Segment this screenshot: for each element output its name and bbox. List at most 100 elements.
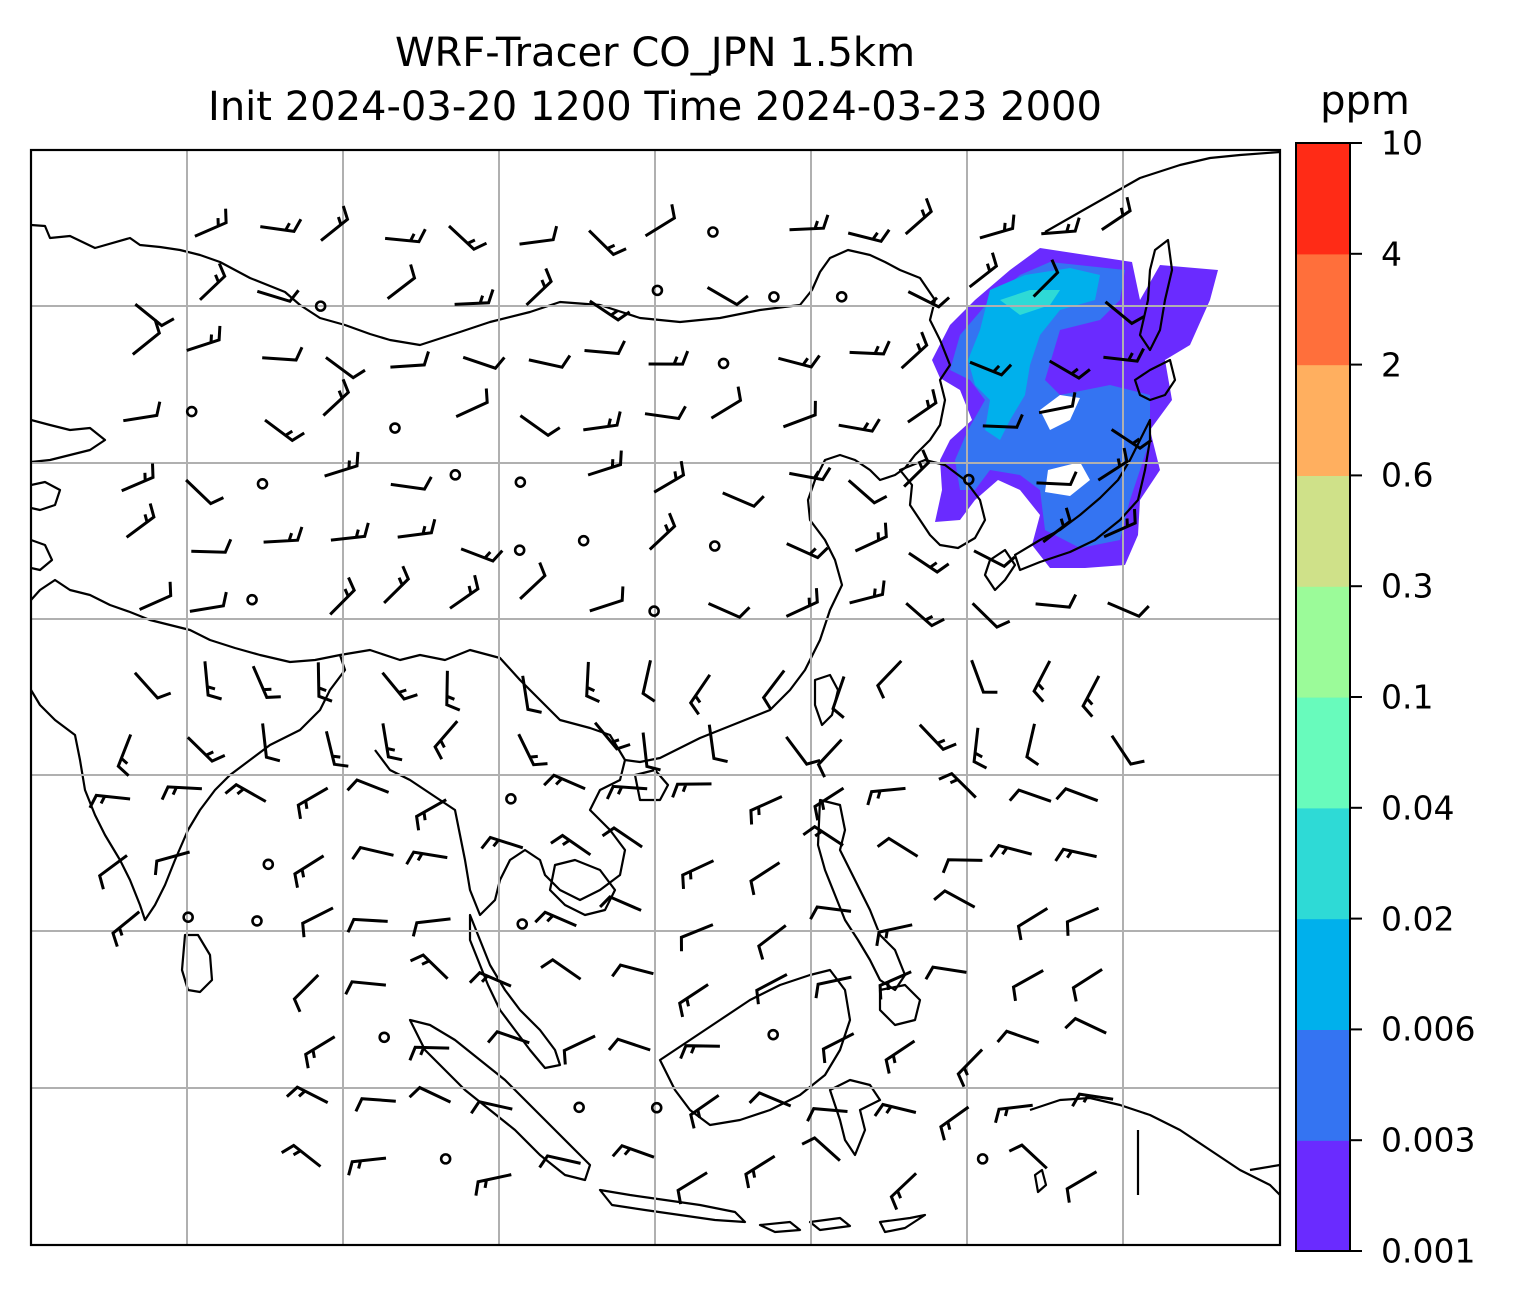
wind-barb bbox=[601, 826, 643, 849]
wind-barb bbox=[970, 659, 998, 694]
wind-barb bbox=[979, 214, 1016, 240]
wind-barb bbox=[1032, 259, 1060, 298]
wind-barb bbox=[519, 225, 559, 246]
wind-barb bbox=[748, 1091, 792, 1108]
wind-barb bbox=[1103, 508, 1137, 539]
wind-barb bbox=[707, 724, 728, 764]
calm-wind-marker bbox=[835, 290, 848, 303]
wind-barb bbox=[292, 973, 320, 1013]
calm-wind-marker bbox=[708, 540, 721, 552]
wind-barb bbox=[185, 478, 225, 506]
wind-barb bbox=[116, 733, 133, 777]
wind-barb bbox=[153, 850, 190, 876]
wind-barb bbox=[933, 889, 976, 909]
gridlines bbox=[31, 150, 1280, 1245]
calm-wind-marker bbox=[262, 858, 275, 871]
wind-barb bbox=[131, 319, 162, 356]
co-plume bbox=[932, 248, 1218, 568]
wind-barb bbox=[644, 204, 677, 238]
wind-barb bbox=[408, 1085, 452, 1104]
wind-barb bbox=[285, 1085, 329, 1104]
wind-barb bbox=[847, 479, 888, 505]
wind-barb bbox=[884, 1039, 916, 1074]
wind-barb bbox=[324, 730, 349, 768]
wind-barb bbox=[133, 671, 172, 700]
wind-barb bbox=[1081, 675, 1101, 718]
wind-barb bbox=[679, 1044, 720, 1060]
wind-barb bbox=[982, 413, 1024, 429]
calm-wind-marker bbox=[251, 915, 263, 927]
wind-barb bbox=[1008, 788, 1052, 803]
wind-barb bbox=[408, 1045, 450, 1061]
wind-barb bbox=[203, 661, 223, 701]
wind-barb bbox=[755, 973, 788, 1005]
colorbar-tick-label: 10 bbox=[1381, 123, 1423, 163]
wind-barb bbox=[251, 665, 281, 699]
wind-barb bbox=[381, 723, 403, 762]
wind-barb bbox=[849, 580, 886, 605]
wind-barb bbox=[585, 661, 601, 703]
wind-barb bbox=[261, 723, 281, 763]
calm-wind-marker bbox=[516, 918, 529, 930]
wind-barb bbox=[744, 1154, 776, 1189]
wind-barb bbox=[455, 388, 489, 418]
wind-barb bbox=[903, 449, 931, 488]
wind-barb bbox=[562, 1034, 596, 1065]
wind-barb bbox=[588, 229, 627, 257]
wind-barb bbox=[123, 401, 162, 423]
map-title-line1: WRF-Tracer CO_JPN 1.5km bbox=[394, 30, 916, 76]
colorbar-segment bbox=[1296, 586, 1350, 698]
wind-barb bbox=[1048, 359, 1091, 380]
wind-barb bbox=[889, 1172, 918, 1211]
calm-wind-marker bbox=[976, 1153, 989, 1165]
wind-barb bbox=[189, 591, 228, 613]
wind-barb bbox=[454, 289, 495, 306]
wind-barb bbox=[528, 354, 572, 369]
wind-barb bbox=[973, 549, 1016, 569]
map-content bbox=[31, 150, 1280, 1245]
colorbar-tick-label: 0.001 bbox=[1381, 1231, 1476, 1271]
wind-barb bbox=[445, 670, 461, 712]
calm-wind-marker bbox=[717, 357, 730, 370]
wind-barb bbox=[866, 786, 906, 806]
calm-wind-marker bbox=[314, 300, 327, 312]
wind-barb bbox=[517, 733, 548, 767]
calm-wind-marker bbox=[514, 476, 527, 488]
wind-barb bbox=[1054, 847, 1097, 862]
wind-barb bbox=[264, 418, 305, 443]
wind-barb bbox=[347, 1156, 387, 1176]
wind-barb bbox=[749, 795, 783, 825]
wind-barb bbox=[1107, 601, 1150, 618]
wind-barb bbox=[521, 675, 542, 714]
wind-barb bbox=[968, 252, 999, 289]
wind-barb bbox=[996, 1029, 1040, 1044]
wind-barb bbox=[588, 299, 631, 322]
colorbar-tick-label: 0.6 bbox=[1381, 455, 1434, 495]
wind-barb bbox=[789, 214, 830, 232]
wind-barb bbox=[1055, 787, 1099, 803]
wind-barb bbox=[809, 905, 852, 920]
wind-barb bbox=[262, 346, 304, 362]
calm-wind-marker bbox=[707, 226, 719, 238]
wind-barb bbox=[433, 720, 459, 760]
wind-barb bbox=[678, 983, 709, 1018]
wind-barb bbox=[671, 782, 712, 798]
wind-barb bbox=[814, 975, 852, 999]
wind-barb bbox=[194, 208, 228, 238]
wind-barb bbox=[125, 503, 156, 539]
colorbar-tick-label: 2 bbox=[1381, 345, 1402, 385]
wind-barb bbox=[785, 736, 821, 766]
wind-barb bbox=[689, 1094, 720, 1129]
wind-barb bbox=[644, 405, 687, 421]
colorbar-segment bbox=[1296, 253, 1350, 366]
wind-barb bbox=[1065, 906, 1100, 936]
wind-barb bbox=[941, 858, 983, 874]
wind-barb bbox=[1008, 1143, 1048, 1170]
wind-barb bbox=[534, 910, 577, 928]
colorbar-segment bbox=[1296, 697, 1350, 809]
wind-barb bbox=[972, 727, 988, 770]
wind-barbs bbox=[88, 196, 1153, 1211]
wind-barb bbox=[584, 340, 626, 356]
wind-barb bbox=[324, 451, 360, 478]
wind-barb bbox=[710, 386, 743, 420]
